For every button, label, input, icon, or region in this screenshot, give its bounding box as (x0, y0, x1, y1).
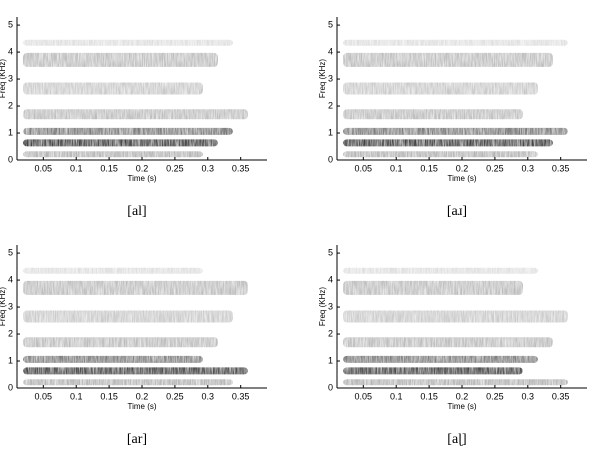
caption: [aɭ] (447, 432, 466, 447)
y-tick-label: 4 (8, 46, 13, 56)
y-tick-label: 2 (328, 100, 333, 110)
noise (17, 245, 267, 388)
x-tick-label: 0.25 (486, 163, 504, 173)
y-axis-label: Freq (KHz) (0, 59, 7, 98)
x-tick-label: 0.05 (35, 163, 53, 173)
y-tick-label: 5 (328, 19, 333, 29)
y-tick-label: 1 (328, 127, 333, 137)
y-tick-label: 3 (8, 301, 13, 311)
x-tick-label: 0.15 (420, 391, 438, 401)
y-tick-label: 4 (328, 274, 333, 284)
spectrogram-image (337, 17, 587, 160)
spectrogram-image (17, 245, 267, 388)
y-tick-label: 0 (8, 154, 13, 164)
x-tick-label: 0.3 (202, 163, 215, 173)
x-tick-label: 0.2 (136, 391, 149, 401)
y-tick-label: 5 (8, 19, 13, 29)
spectrogram-image (17, 17, 267, 160)
spectrogram-image (337, 245, 587, 388)
x-tick-label: 0.05 (355, 163, 373, 173)
x-tick-label: 0.1 (70, 163, 83, 173)
y-tick-label: 3 (328, 73, 333, 83)
y-tick-label: 0 (328, 154, 333, 164)
y-tick-label: 4 (328, 46, 333, 56)
x-axis-label: Time (s) (447, 402, 476, 411)
x-tick-label: 0.05 (35, 391, 53, 401)
caption: [ar] (127, 432, 147, 447)
y-tick-label: 2 (328, 328, 333, 338)
x-tick-label: 0.35 (552, 391, 570, 401)
y-tick-label: 1 (8, 355, 13, 365)
noise (17, 17, 267, 160)
x-axis-label: Time (s) (127, 174, 156, 183)
x-tick-label: 0.15 (100, 391, 118, 401)
y-axis-label: Freq (KHz) (318, 59, 327, 98)
y-tick-label: 0 (8, 382, 13, 392)
x-tick-label: 0.3 (202, 391, 215, 401)
x-tick-label: 0.25 (486, 391, 504, 401)
x-tick-label: 0.3 (522, 163, 535, 173)
y-tick-label: 2 (8, 328, 13, 338)
y-tick-label: 5 (8, 247, 13, 257)
x-tick-label: 0.35 (552, 163, 570, 173)
x-tick-label: 0.2 (136, 163, 149, 173)
y-tick-label: 3 (8, 73, 13, 83)
y-tick-label: 5 (328, 247, 333, 257)
noise (337, 17, 587, 160)
y-tick-label: 1 (8, 127, 13, 137)
noise (337, 245, 587, 388)
y-tick-label: 4 (8, 274, 13, 284)
x-tick-label: 0.25 (166, 163, 184, 173)
caption: [aɹ] (447, 204, 467, 219)
x-tick-label: 0.35 (232, 163, 250, 173)
y-axis-label: Freq (KHz) (0, 287, 7, 326)
x-tick-label: 0.25 (166, 391, 184, 401)
x-tick-label: 0.35 (232, 391, 250, 401)
x-tick-label: 0.1 (390, 391, 403, 401)
x-tick-label: 0.3 (522, 391, 535, 401)
x-tick-label: 0.15 (420, 163, 438, 173)
y-axis-label: Freq (KHz) (318, 287, 327, 326)
x-axis-label: Time (s) (447, 174, 476, 183)
y-tick-label: 1 (328, 355, 333, 365)
x-tick-label: 0.1 (70, 391, 83, 401)
y-tick-label: 0 (328, 382, 333, 392)
x-tick-label: 0.15 (100, 163, 118, 173)
y-tick-label: 3 (328, 301, 333, 311)
x-tick-label: 0.2 (456, 163, 469, 173)
caption: [al] (127, 204, 146, 219)
x-tick-label: 0.05 (355, 391, 373, 401)
x-axis-label: Time (s) (127, 402, 156, 411)
x-tick-label: 0.1 (390, 163, 403, 173)
x-tick-label: 0.2 (456, 391, 469, 401)
y-tick-label: 2 (8, 100, 13, 110)
